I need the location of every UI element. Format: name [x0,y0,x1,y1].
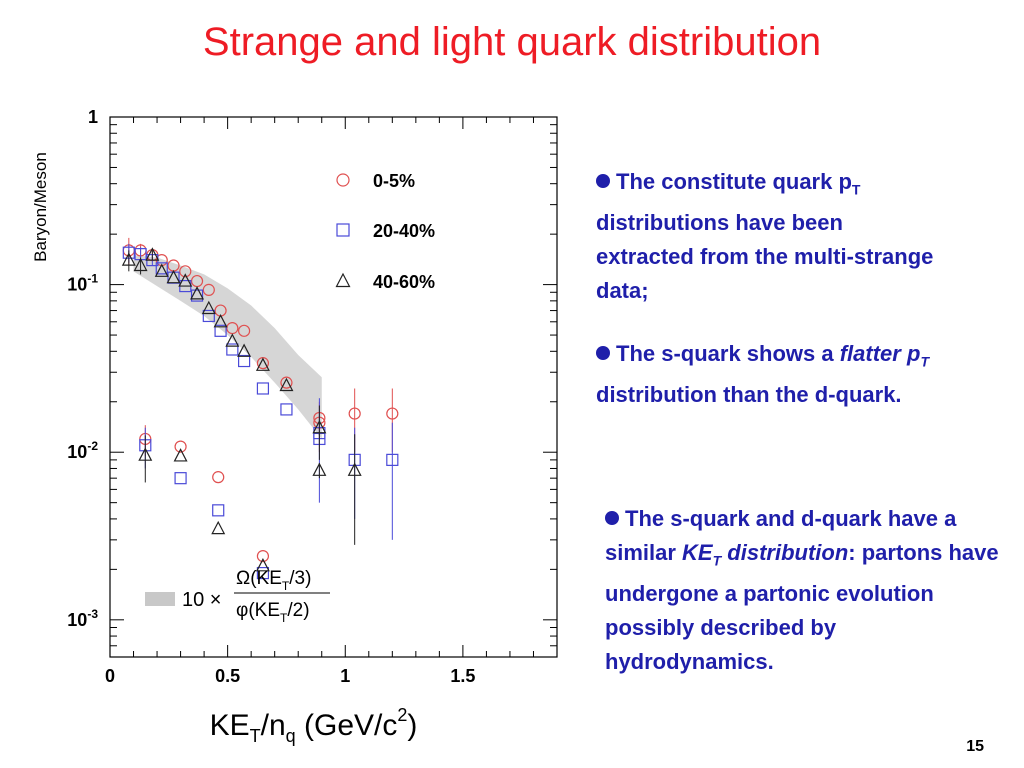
data-point-triangle [312,419,327,434]
bullet-text: distribution than the d-quark. [596,382,902,408]
data-point-triangle [178,273,193,287]
x-tick-label: 0.5 [215,666,240,686]
data-point-circle [386,407,399,420]
bullet-s-quark-flatter: The s-quark shows a flatter pT distribut… [596,337,1006,412]
legend-triangle-icon [335,272,351,288]
bullet-dot-icon [605,511,619,525]
data-point-triangle [121,252,136,266]
data-point-circle [280,376,293,389]
data-point-square [174,472,187,485]
marks-layer [121,237,399,580]
bullet-text: The s-quark and d-quark have a similar [605,506,957,565]
data-point-circle [174,440,187,453]
data-point-square [202,309,215,323]
bullet-emphasis: flatter [839,341,901,366]
data-point-triangle [154,263,169,277]
data-point-square [280,403,293,416]
y-axis-label: Baryon/Meson [31,152,50,262]
bullet-dot-icon [596,174,610,188]
x-axis-label: KET/nq (GeV/c2) [210,705,418,746]
band-legend-denominator: φ(KET/2) [236,600,310,625]
x-tick-label: 1 [340,666,350,686]
bullet-emphasis: KE [682,540,713,565]
legend-label: 0-5% [373,171,415,191]
bullet-text: distributions have been extracted from t… [596,210,934,304]
data-point-triangle [347,462,362,476]
data-point-triangle [190,286,205,300]
data-point-circle [179,265,192,278]
data-point-triangle [213,313,228,328]
bullet-quark-pt: The constitute quark pT distributions ha… [596,165,946,308]
data-point-square [238,354,251,368]
omega-phi-band [133,255,322,439]
legend-label: 20-40% [373,221,435,241]
plot-axes [109,116,558,658]
data-point-triangle [255,357,270,371]
page-number: 15 [966,738,984,755]
data-point-circle [256,549,270,563]
band-legend-numerator: Ω(KET/3) [236,568,311,593]
bullet-text: : partons have undergone a partonic evol… [605,540,999,675]
subscript: T [920,353,929,370]
bullet-similar-ket: The s-quark and d-quark have a similar K… [605,502,1010,679]
data-point-square [155,262,168,275]
data-point-triangle [133,257,148,272]
data-point-triangle [138,447,153,461]
data-point-square [212,504,225,517]
labels-layer: 0 0.5 1 1.5 10-3 10-2 10-1 1 Baryon/Meson KET/nq … [31,107,475,746]
bullet-dot-icon [596,346,610,360]
y-tick-label: 10-1 [67,272,98,295]
data-point-square [190,289,204,302]
bullet-text: The s-quark shows a [616,341,840,366]
subscript: T [851,181,861,198]
y-tick-label: 10-2 [67,439,98,462]
y-tick-label: 1 [88,107,98,127]
data-point-square [256,382,270,395]
data-point-circle [212,471,225,484]
subscript: T [712,552,722,569]
data-point-square [256,566,270,580]
x-tick-label: 0 [105,666,115,686]
band-layer [133,255,322,439]
data-point-triangle [237,343,252,357]
x-tick-label: 1.5 [450,666,475,686]
data-point-triangle [145,247,160,261]
data-point-triangle [312,462,327,476]
bullet-emphasis: p [906,341,921,366]
plot-frame [109,116,558,658]
band-legend-factor: 10 × [182,589,221,611]
legend-circle-icon [336,173,350,187]
bullet-text: The constitute quark p [616,169,852,194]
band-legend-swatch [145,592,175,606]
data-point-square [226,343,239,356]
data-point-triangle [255,558,270,572]
data-point-circle [238,324,251,337]
legend-label: 40-60% [373,272,435,292]
data-point-triangle [211,520,226,535]
data-point-triangle [166,269,181,284]
data-point-triangle [225,333,240,347]
bullet-emphasis: distribution [721,540,849,565]
slide-title: Strange and light quark distribution [202,20,822,64]
data-point-circle [348,407,361,420]
data-point-square [386,453,399,466]
baryon-meson-plot: 0-5% 20-40% 40-60% 10 × Ω(KET/3) φ(KET/2) 0 0.… [31,107,558,746]
data-point-triangle [173,448,188,462]
y-tick-label: 10-3 [67,607,98,630]
data-point-triangle [201,300,216,315]
data-point-triangle [279,377,294,392]
legend-square-icon [336,223,350,237]
legend-layer: 0-5% 20-40% 40-60% 10 × Ω(KET/3) φ(KET/2) [145,171,435,625]
data-point-circle [202,283,215,296]
data-point-square [214,324,227,337]
